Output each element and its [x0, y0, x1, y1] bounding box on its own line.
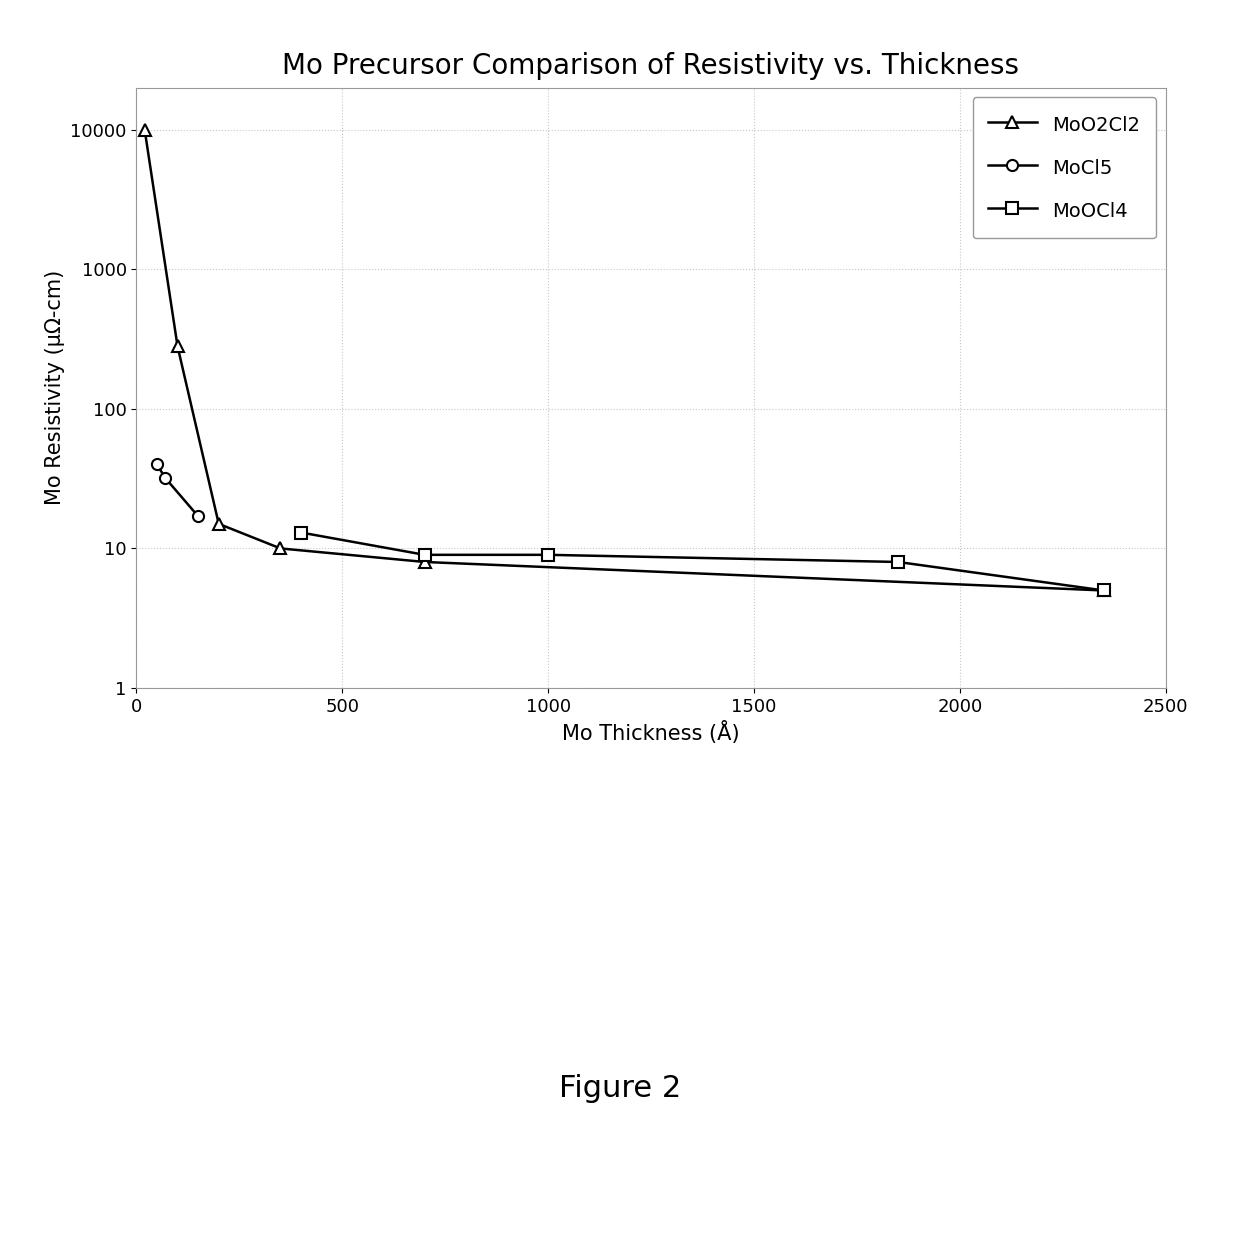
- MoCl5: [191, 509, 206, 524]
- MoO2Cl2: [1096, 583, 1111, 598]
- MoO2Cl2: [211, 517, 226, 532]
- MoO2Cl2: [138, 123, 153, 138]
- Y-axis label: Mo Resistivity (μΩ-cm): Mo Resistivity (μΩ-cm): [45, 270, 64, 505]
- Title: Mo Precursor Comparison of Resistivity vs. Thickness: Mo Precursor Comparison of Resistivity v…: [283, 51, 1019, 80]
- MoCl5: [157, 470, 172, 485]
- Line: MoCl5: MoCl5: [151, 459, 203, 522]
- MoOCl4: [1096, 583, 1111, 598]
- Text: Figure 2: Figure 2: [559, 1073, 681, 1103]
- MoO2Cl2: [170, 339, 185, 354]
- MoO2Cl2: [417, 554, 432, 569]
- MoOCl4: [541, 548, 556, 563]
- Line: MoO2Cl2: MoO2Cl2: [139, 124, 1110, 595]
- MoOCl4: [890, 554, 905, 569]
- MoCl5: [150, 457, 165, 472]
- MoO2Cl2: [273, 540, 288, 555]
- MoOCl4: [417, 548, 432, 563]
- Line: MoOCl4: MoOCl4: [295, 527, 1110, 595]
- MoOCl4: [294, 525, 309, 540]
- X-axis label: Mo Thickness (Å): Mo Thickness (Å): [562, 722, 740, 744]
- Legend: MoO2Cl2, MoCl5, MoOCl4: MoO2Cl2, MoCl5, MoOCl4: [972, 98, 1156, 239]
